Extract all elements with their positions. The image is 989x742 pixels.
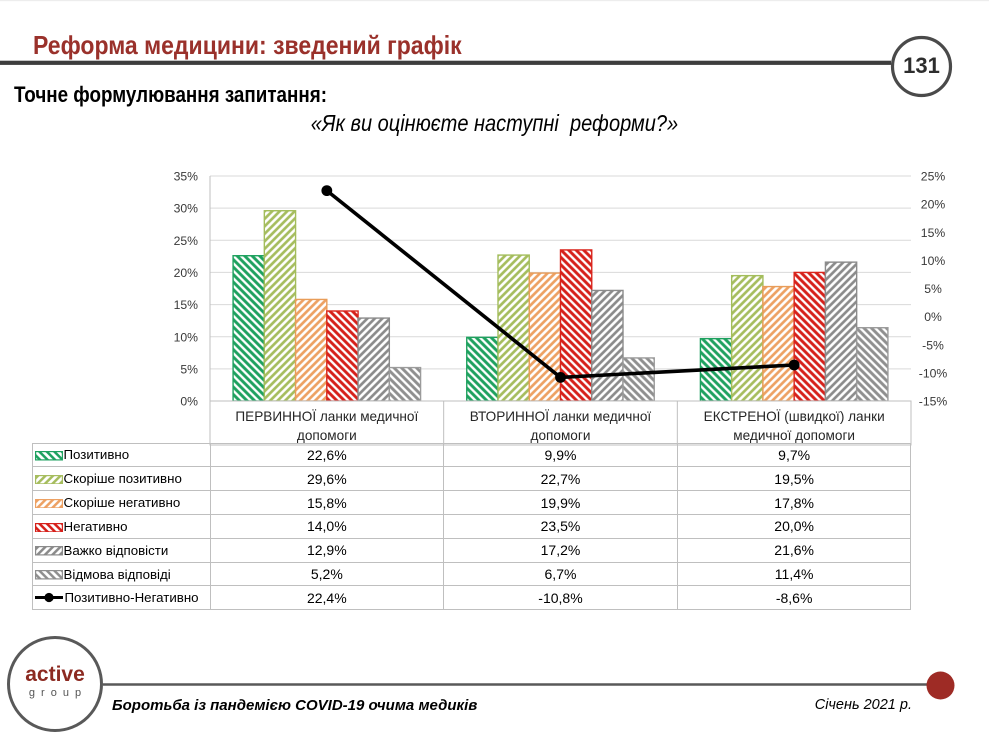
svg-text:-15%: -15% (919, 395, 948, 409)
svg-text:0%: 0% (924, 310, 942, 324)
svg-text:20%: 20% (921, 198, 946, 212)
svg-text:25%: 25% (174, 234, 199, 248)
svg-text:-5%: -5% (922, 338, 944, 352)
svg-text:0%: 0% (180, 395, 198, 409)
svg-text:5%: 5% (180, 362, 198, 376)
svg-text:15%: 15% (174, 298, 199, 312)
svg-text:5%: 5% (924, 282, 942, 296)
svg-text:10%: 10% (174, 330, 199, 344)
svg-text:15%: 15% (921, 226, 946, 240)
svg-text:10%: 10% (921, 254, 946, 268)
svg-text:35%: 35% (174, 170, 199, 184)
svg-text:30%: 30% (174, 202, 199, 216)
svg-text:-10%: -10% (919, 366, 948, 380)
svg-text:20%: 20% (174, 266, 199, 280)
svg-text:25%: 25% (921, 170, 946, 184)
